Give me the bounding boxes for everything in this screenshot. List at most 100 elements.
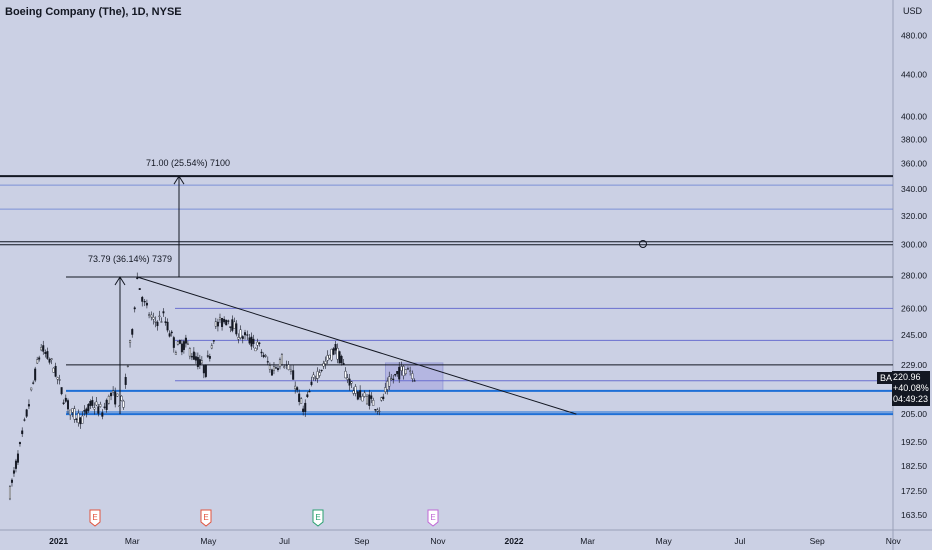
candle-body [324,361,327,365]
chart-title: Boeing Company (The), 1D, NYSE [5,6,182,18]
candle-body [133,307,136,310]
candle-body [310,381,313,385]
candle-body [212,340,215,342]
candle-body [141,296,144,302]
candle-body [71,408,74,413]
time-tick-label: 2021 [49,536,68,546]
candle-body [298,393,301,402]
candle-body [120,395,123,401]
price-tick-label: 205.00 [901,409,927,419]
candle-body [110,392,113,397]
candle-body [382,396,385,400]
candle-body [336,348,339,360]
earnings-marker-label: E [315,513,320,522]
candle-body [300,398,303,404]
candle-body [214,321,217,327]
candle-body [77,412,80,423]
candle-body [285,364,288,366]
candle-body [225,319,228,326]
candle-body [368,394,371,406]
candle-body [56,377,59,380]
candle-body [374,409,377,411]
candle-body [411,373,414,379]
candle-body [231,319,234,331]
price-change: +40.08% [893,383,929,393]
candle-body [81,415,84,424]
bar-countdown: 04:49:23 [893,394,929,404]
candle-body [227,320,230,322]
candle-body [131,329,134,335]
candle-body [186,343,189,345]
candle-body [218,317,221,321]
candle-body [107,396,110,404]
time-tick-label: Nov [886,536,902,546]
time-tick-label: Mar [580,536,595,546]
candle-body [296,387,299,391]
candle-body [87,404,90,411]
candle-body [44,352,47,354]
candle-body [306,394,309,398]
candle-body [85,408,88,414]
candle-body [248,337,251,344]
candle-body [308,391,311,393]
candle-body [246,334,249,336]
candle-body [348,378,351,386]
candle-body [103,406,106,408]
candle-body [40,347,43,351]
candle-body [50,358,53,360]
candle-body [278,359,281,368]
candle-body [97,406,100,414]
candle-body [152,316,155,320]
candle-body [312,374,315,378]
candle-body [272,366,275,371]
candle-body [268,365,271,370]
candle-body [202,365,205,374]
candle-body [206,355,209,357]
candle-body [27,404,30,407]
symbol-badge[interactable]: BA [876,372,895,384]
candle-body [66,400,69,410]
candle-body [409,370,412,372]
candle-body [380,397,383,401]
candle-body [235,323,238,335]
candle-body [344,370,347,379]
price-tick-label: 182.50 [901,461,927,471]
candle-body [180,343,183,353]
candle-body [16,453,19,463]
candle-body [302,408,305,412]
candle-body [320,369,323,372]
candle-body [328,354,331,359]
candle-body [194,356,197,361]
candle-body [99,404,102,407]
candle-body [21,430,24,435]
price-tick-label: 192.50 [901,437,927,447]
candle-body [266,361,269,363]
candle-body [10,479,13,483]
candle-body [314,377,317,380]
earnings-marker-label: E [430,513,435,522]
earnings-marker [89,509,101,527]
candle-body [318,372,321,376]
last-price: 220.96 [893,372,921,382]
candle-body [292,370,295,380]
candle-body [400,366,403,371]
candle-body [126,365,129,367]
candle-body [342,362,345,366]
candle-body [112,390,115,393]
candle-body [154,321,157,323]
candle-body [346,377,349,380]
candle-body [376,409,379,412]
candle-body [280,354,283,365]
currency-label: USD [902,6,922,16]
candle-body [365,396,368,405]
candle-body [361,396,364,402]
candle-body [145,302,148,306]
candle-body [114,391,117,405]
price-tick-label: 380.00 [901,135,927,145]
candle-body [12,470,15,474]
price-tick-label: 400.00 [901,112,927,122]
candle-body [406,368,409,370]
candle-body [208,356,211,359]
candle-body [105,399,108,410]
